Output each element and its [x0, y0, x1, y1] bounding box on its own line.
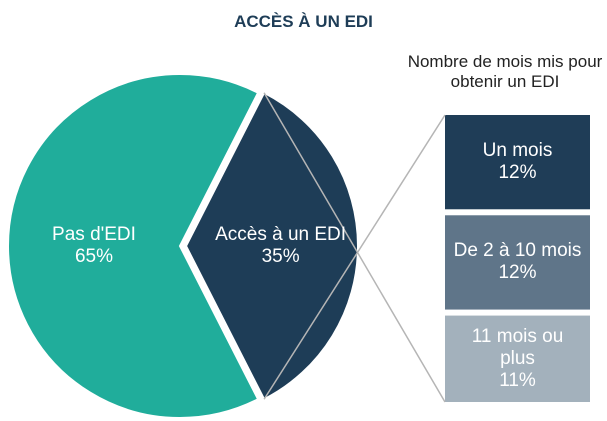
breakdown-bar — [445, 315, 590, 402]
label-text: De 2 à 10 mois — [453, 240, 582, 262]
breakdown-bar — [445, 115, 590, 210]
breakdown-title: Nombre de mois mis pour obtenir un EDI — [407, 52, 603, 91]
breakdown-label: De 2 à 10 mois 12% — [453, 215, 582, 309]
label-text: Un mois — [482, 140, 553, 162]
label-text: 12% — [498, 162, 537, 184]
label-text: 65% — [74, 246, 114, 267]
label-text: 35% — [261, 246, 300, 267]
pie-slice — [7, 73, 260, 419]
label-text: 11% — [499, 369, 536, 391]
slice-label: Pas d'EDI 65% — [19, 206, 169, 286]
label-text: Accès à un EDI — [215, 224, 347, 245]
breakdown-label: Un mois 12% — [453, 115, 582, 209]
pie-slice — [184, 91, 359, 401]
breakdown-bar — [445, 215, 590, 310]
chart-title: ACCÈS À UN EDI — [234, 12, 373, 31]
label-text: 11 mois ou plus — [471, 325, 564, 369]
slice-label: Accès à un EDI 35% — [206, 206, 356, 286]
connector — [263, 114, 446, 400]
label-text: 12% — [498, 262, 537, 284]
label-text: Pas d'EDI — [52, 224, 136, 245]
connector — [263, 92, 446, 403]
breakdown-label: 11 mois ou plus 11% — [453, 316, 582, 402]
